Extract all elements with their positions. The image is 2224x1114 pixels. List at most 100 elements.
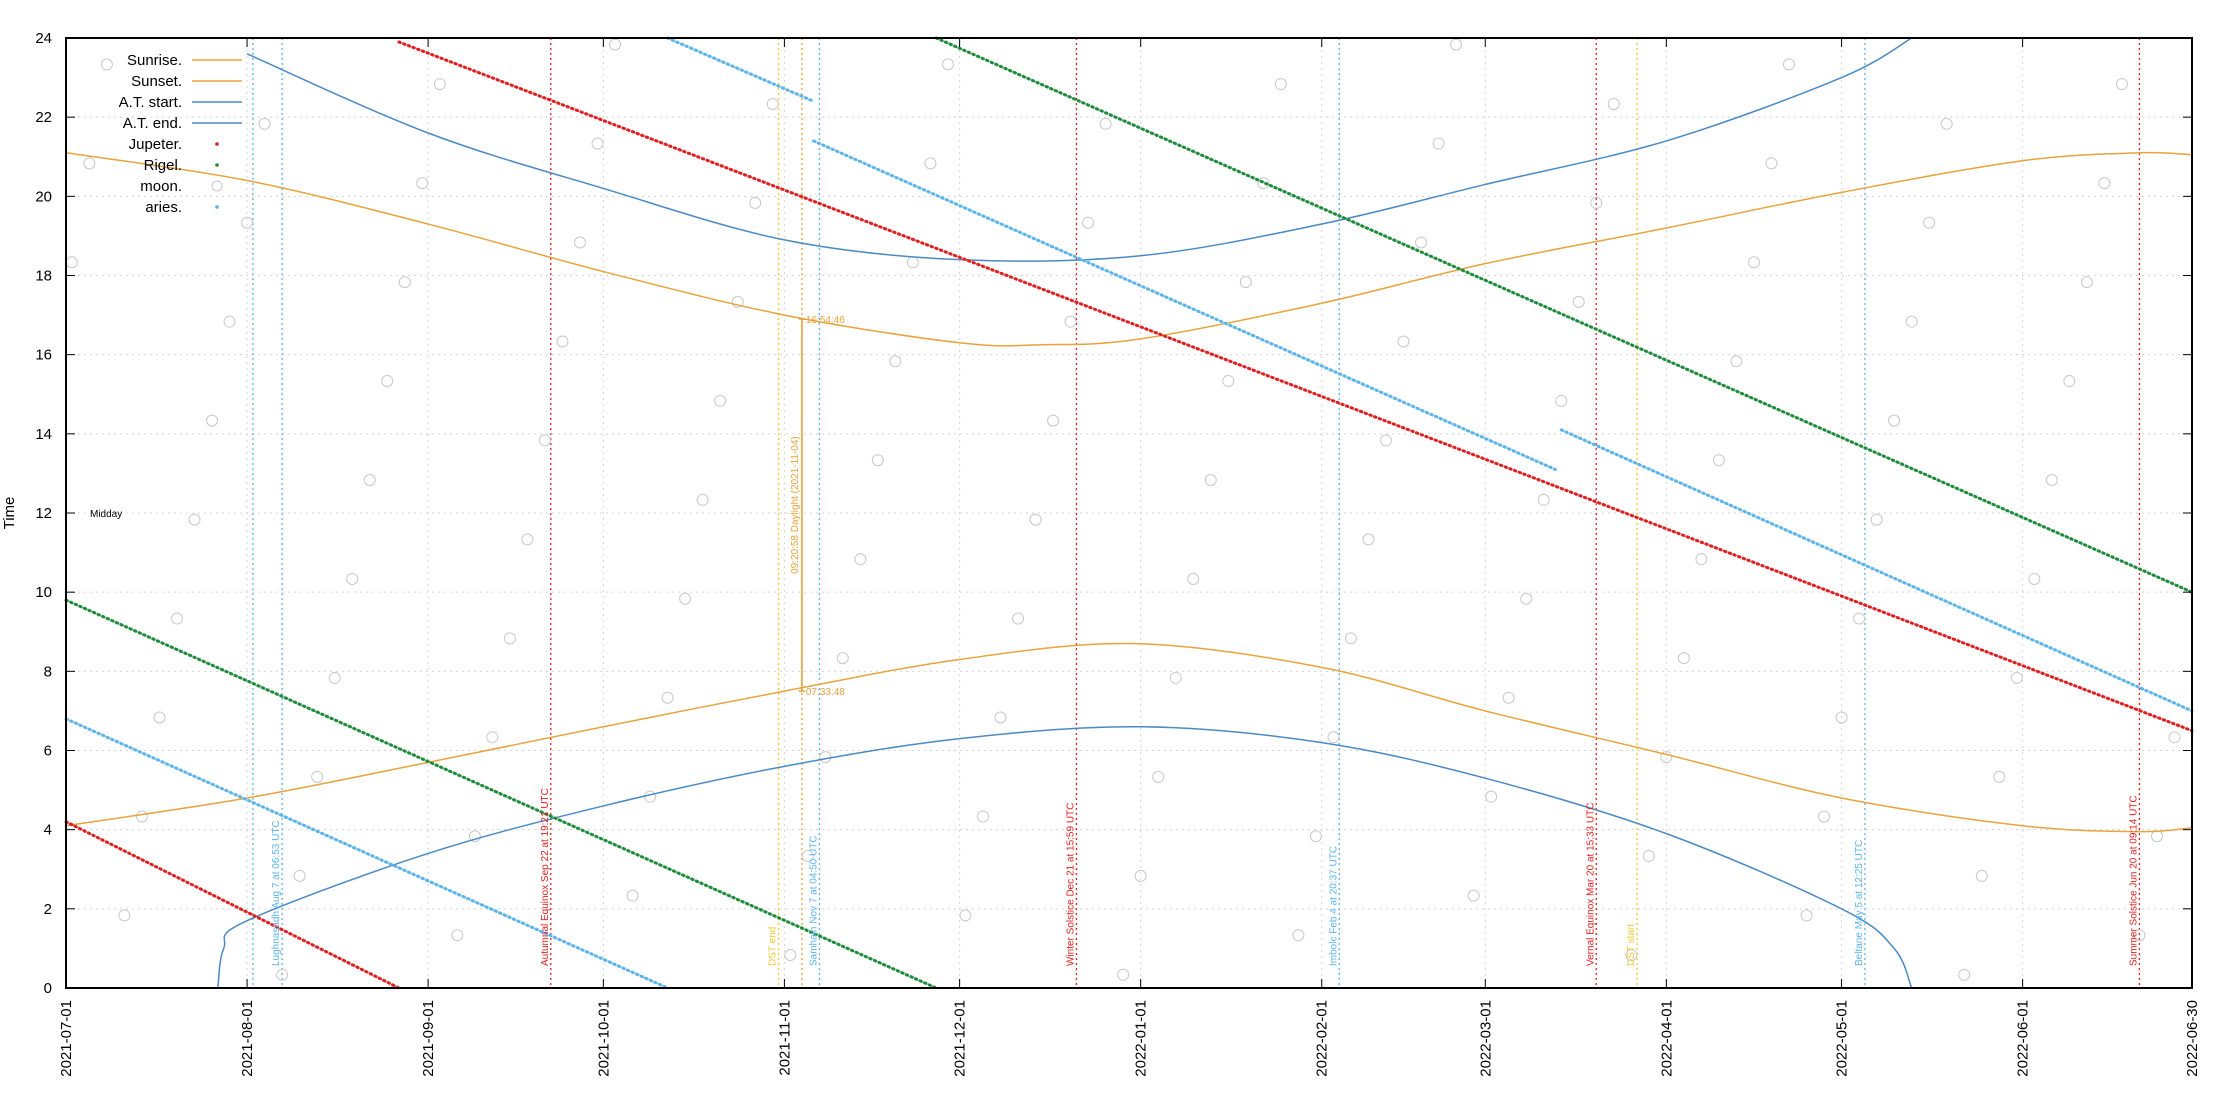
moon-point [1099,117,1112,130]
moon-point [1975,869,1988,882]
legend-label: Rigel. [144,157,182,174]
event-label: Winter Solstice Dec 21 at 15:59 UTC [1065,803,1076,966]
moon-point [1520,592,1533,605]
x-tick-label: 2022-06-30 [2184,1000,2201,1077]
series-line [217,725,1913,989]
moon-point [2045,474,2058,487]
grid-lines [65,37,2193,989]
x-tick-label: 2021-07-01 [58,1000,75,1077]
moon-point [241,216,254,229]
y-tick-label: 10 [35,584,52,601]
moon-point [784,949,797,962]
moon-point [1712,454,1725,467]
event-labels: Lughnasadh Aug 7 at 06:53 UTC Autumnal Eq… [271,788,2139,966]
moon-point [626,889,639,902]
moon-point [1274,78,1287,91]
moon-point [731,295,744,308]
moon-point [2028,572,2041,585]
moon-point [1397,335,1410,348]
moon-point [1152,770,1165,783]
moon-point [381,375,394,388]
event-label: Vernal Equinox Mar 20 at 15:33 UTC [1585,803,1596,966]
event-label: DST end [768,927,779,966]
moon-point [1502,691,1515,704]
moon-point [1344,632,1357,645]
moon-point [2150,830,2163,843]
moon-point [1309,830,1322,843]
moon-point [311,770,324,783]
y-tick-label: 4 [44,822,52,839]
x-tick-label: 2021-12-01 [952,1000,969,1077]
moon-point [433,78,446,91]
moon-point [836,652,849,665]
moon-point [1818,810,1831,823]
moon-point [1888,414,1901,427]
moon-point [1467,889,1480,902]
y-tick-label: 24 [35,30,52,47]
moon-point [486,731,499,744]
moon-point [1747,256,1760,269]
moon-point [276,968,289,981]
moon-point [871,454,884,467]
y-tick-label: 16 [35,347,52,364]
legend-swatch [211,180,223,192]
moon-point [188,513,201,526]
moon-point [363,474,376,487]
moon-point [1169,671,1182,684]
moon-point [1800,909,1813,922]
moon-point [398,276,411,289]
event-label: Summer Solstice Jun 20 at 09:14 UTC [2128,795,2139,966]
moon-point [1607,97,1620,110]
legend-swatch [215,142,219,146]
moon-point [1064,315,1077,328]
daylight-top-label: 16:54:46 [806,315,845,326]
moon-point [854,553,867,566]
moon-point [2133,929,2146,942]
moon-point [1222,375,1235,388]
moon-point [1239,276,1252,289]
moon-point [258,117,271,130]
moon-point [1537,493,1550,506]
moon-point [766,97,779,110]
moon-point [906,256,919,269]
moon-point [293,869,306,882]
series-dots [666,36,816,103]
moon-point [83,157,96,170]
legend-label: A.T. start. [119,94,182,111]
moon-point [976,810,989,823]
moon-point [153,711,166,724]
event-label: Samhain Nov 7 at 04:50 UTC [808,835,819,966]
moon-point [1590,196,1603,209]
moon-point [328,671,341,684]
moon-point [1572,295,1585,308]
y-axis-title: Time [1,497,18,530]
event-label: Lughnasadh Aug 7 at 06:53 UTC [271,820,282,966]
series-dots [64,820,401,990]
moon-point [1870,513,1883,526]
moon-point [1555,394,1568,407]
x-tick-label: 2022-02-01 [1314,1000,1331,1077]
moon-point [591,137,604,150]
moon-point [573,236,586,249]
moon-point [503,632,516,645]
series-lines [64,36,2194,990]
x-tick-label: 2021-11-01 [776,1000,793,1076]
legend-swatch [215,163,219,167]
moon-point [1782,58,1795,71]
series-dots [64,598,938,990]
daylight-bottom-label: 07:33:48 [806,687,845,698]
moon-point [346,572,359,585]
moon-point [170,612,183,625]
legend: Sunrise. Sunset. A.T. start. A.T. end. Jupet… [119,52,242,216]
event-label: Autumnal Equinox Sep 22 at 19:21 UTC [540,788,551,966]
series-dots [934,36,2194,594]
x-tick-label: 2022-03-01 [1477,1000,1494,1077]
moon-point [1379,434,1392,447]
moon-point [1047,414,1060,427]
legend-label: A.T. end. [123,115,182,132]
moon-point [1292,929,1305,942]
series-dots [812,139,1557,471]
moon-point [1923,216,1936,229]
y-tick-label: 20 [35,188,52,205]
